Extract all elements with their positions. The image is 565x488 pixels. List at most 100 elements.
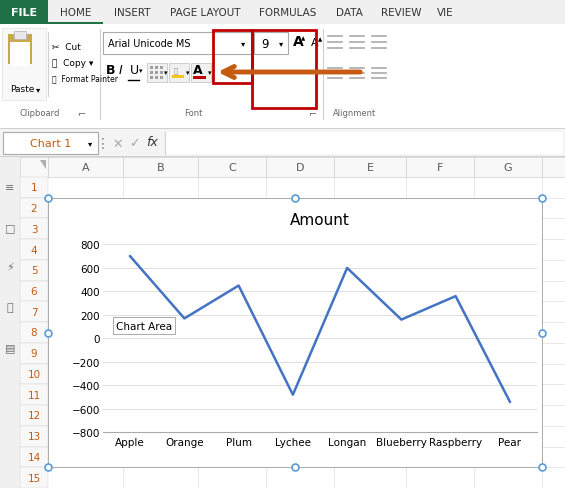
Text: 🪣: 🪣 (174, 67, 178, 74)
Text: ✂  Cut: ✂ Cut (52, 42, 81, 51)
Bar (48, 198, 542, 468)
Text: 8: 8 (31, 328, 37, 338)
Text: INSERT: INSERT (114, 7, 150, 18)
Text: 14: 14 (27, 452, 41, 462)
Text: 2: 2 (31, 203, 37, 214)
Text: B: B (106, 64, 115, 77)
Bar (20, 261, 48, 281)
Text: D: D (295, 163, 304, 173)
Bar (198, 158, 266, 178)
Bar (20, 447, 48, 468)
Text: ▾: ▾ (88, 139, 92, 148)
Bar (8, 35, 32, 65)
Text: A: A (293, 35, 304, 49)
Bar (191, 64, 211, 83)
Text: Alignment: Alignment (333, 108, 377, 117)
Bar (150, 67, 153, 70)
Text: A: A (193, 64, 203, 77)
Text: Clipboard: Clipboard (20, 108, 60, 117)
Bar (0, 157, 565, 158)
Text: ✓: ✓ (129, 137, 139, 150)
Text: A: A (82, 163, 89, 173)
Bar (20, 323, 48, 343)
Bar (155, 72, 158, 75)
Text: □: □ (5, 223, 15, 232)
Bar (406, 158, 474, 178)
Bar (3, 133, 98, 155)
Text: 3: 3 (31, 224, 37, 234)
Bar (0, 130, 565, 158)
Text: ▾: ▾ (186, 70, 189, 76)
Bar (10, 43, 30, 67)
Bar (155, 77, 158, 80)
Bar (169, 64, 189, 83)
Bar (266, 158, 334, 178)
Bar (2, 29, 46, 101)
Bar (474, 158, 542, 178)
Text: 10: 10 (28, 369, 41, 379)
Bar (20, 281, 48, 302)
Text: E: E (367, 163, 373, 173)
Text: ▾: ▾ (139, 68, 142, 74)
Bar (166, 133, 563, 155)
Text: Font: Font (184, 108, 202, 117)
Text: REVIEW: REVIEW (381, 7, 421, 18)
Text: fx: fx (146, 136, 158, 149)
Text: F: F (437, 163, 443, 173)
Text: 7: 7 (31, 307, 37, 317)
Text: U: U (130, 64, 139, 77)
Bar (155, 67, 158, 70)
Text: ⌐: ⌐ (309, 108, 317, 118)
Text: ⚡: ⚡ (6, 263, 14, 272)
Bar (20, 385, 48, 405)
Bar (0, 158, 565, 488)
Text: ▲: ▲ (301, 37, 305, 41)
Text: I: I (119, 64, 123, 77)
Text: Arial Unicode MS: Arial Unicode MS (108, 39, 190, 49)
Text: ▾: ▾ (279, 40, 283, 48)
Text: ▾: ▾ (208, 70, 211, 76)
Text: ▲: ▲ (318, 38, 322, 42)
Text: ≡: ≡ (5, 183, 15, 193)
Text: 4: 4 (31, 245, 37, 255)
Text: A: A (311, 38, 319, 48)
Text: 13: 13 (27, 431, 41, 441)
Bar (160, 77, 163, 80)
Text: ⋮: ⋮ (96, 137, 110, 151)
Text: 11: 11 (27, 390, 41, 400)
Bar (48, 158, 123, 178)
Bar (20, 405, 48, 426)
Bar (48, 23, 103, 25)
Bar (150, 72, 153, 75)
Text: DATA: DATA (336, 7, 363, 18)
Text: 🖌  Format Painter: 🖌 Format Painter (52, 74, 118, 83)
Title: Amount: Amount (290, 213, 350, 228)
Bar (20, 198, 48, 219)
Text: PAGE LAYOUT: PAGE LAYOUT (170, 7, 240, 18)
Bar (123, 158, 198, 178)
Text: VIE: VIE (437, 7, 453, 18)
Bar (20, 302, 48, 323)
Text: 5: 5 (31, 266, 37, 276)
Bar (0, 25, 565, 130)
Text: FILE: FILE (11, 7, 37, 18)
Bar (542, 158, 565, 178)
Bar (103, 33, 251, 55)
Text: 9: 9 (261, 38, 268, 50)
Bar (20, 219, 48, 240)
Text: C: C (228, 163, 236, 173)
Bar (20, 158, 48, 178)
Text: 6: 6 (31, 286, 37, 296)
Text: Chart 1: Chart 1 (30, 139, 71, 149)
Bar (13, 35, 27, 40)
Text: B: B (157, 163, 164, 173)
Bar (213, 31, 252, 84)
Bar (20, 364, 48, 385)
Bar (334, 158, 406, 178)
Polygon shape (40, 161, 46, 170)
Text: ✕: ✕ (113, 137, 123, 150)
Text: 🗂: 🗂 (7, 303, 14, 312)
Text: ▾: ▾ (164, 70, 167, 76)
Text: HOME: HOME (60, 7, 91, 18)
Bar (0, 158, 20, 488)
